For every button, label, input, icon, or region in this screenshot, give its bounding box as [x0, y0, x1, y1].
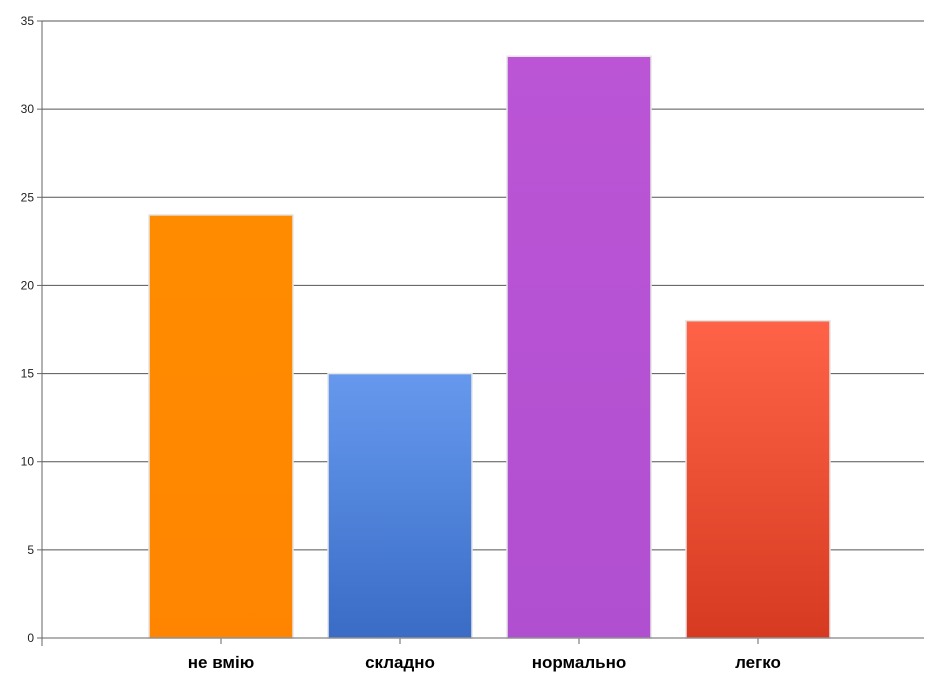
- y-tick-label-5: 5: [27, 543, 34, 557]
- bar-3: [685, 319, 831, 639]
- x-tick-label-2: нормально: [532, 653, 627, 672]
- y-tick-label-10: 10: [21, 455, 35, 469]
- bar-0: [148, 214, 294, 639]
- y-tick-label-20: 20: [21, 278, 35, 292]
- axes: [41, 21, 924, 646]
- x-tick-label-3: легко: [735, 653, 781, 672]
- bar-2: [506, 55, 652, 639]
- bar-1: [327, 372, 473, 639]
- y-tick-label-35: 35: [21, 14, 35, 28]
- y-tick-label-25: 25: [21, 190, 35, 204]
- bars: [148, 55, 831, 639]
- tick-labels: 0 5 10 15 20 25 30 35 не вмію складно нормально лег…: [21, 14, 781, 672]
- y-tick-label-0: 0: [27, 631, 34, 645]
- y-tick-label-15: 15: [21, 367, 35, 381]
- x-tick-label-0: не вмію: [188, 653, 255, 672]
- x-tick-label-1: складно: [365, 653, 435, 672]
- y-tick-label-30: 30: [21, 102, 35, 116]
